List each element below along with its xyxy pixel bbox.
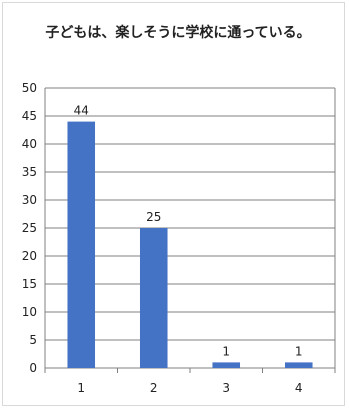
data-label: 44: [74, 104, 89, 118]
x-tick-label: 2: [150, 381, 158, 395]
data-label: 1: [222, 344, 230, 358]
y-tick-label: 15: [22, 277, 37, 291]
bar: [284, 362, 313, 368]
y-tick-label: 5: [29, 333, 37, 347]
data-label: 1: [295, 344, 303, 358]
bar: [212, 362, 241, 368]
y-tick-label: 25: [22, 221, 37, 235]
y-tick-label: 20: [22, 249, 37, 263]
bar: [67, 121, 96, 368]
y-tick-label: 50: [22, 81, 37, 95]
y-tick-label: 40: [22, 137, 37, 151]
y-tick-label: 35: [22, 165, 37, 179]
y-tick-label: 0: [29, 361, 37, 375]
bar: [139, 228, 168, 368]
chart-frame: 子どもは、楽しそうに学校に通っている。: [2, 2, 345, 406]
x-tick-label: 1: [77, 381, 85, 395]
data-label: 25: [146, 210, 161, 224]
y-tick-label: 30: [22, 193, 37, 207]
x-tick-label: 4: [295, 381, 303, 395]
x-tick-label: 3: [222, 381, 230, 395]
chart-title: 子どもは、楽しそうに学校に通っている。: [45, 25, 311, 41]
y-tick-label: 10: [22, 305, 37, 319]
y-tick-label: 45: [22, 109, 37, 123]
